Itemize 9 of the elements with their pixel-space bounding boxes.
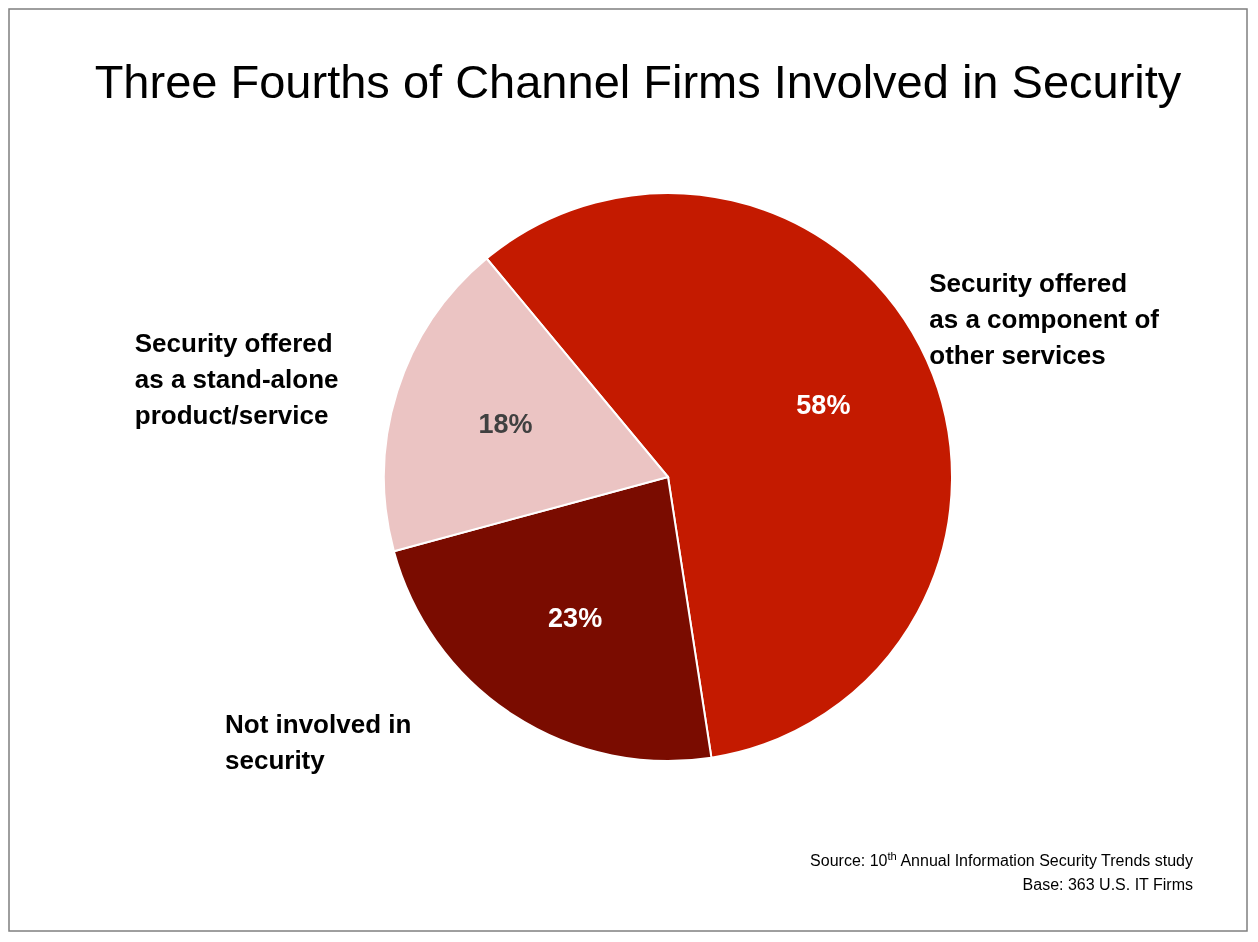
slice-label: Not involved in security (225, 708, 412, 775)
data-label: 18% (478, 408, 533, 439)
slice-label: Security offered as a stand-alone product/service (134, 327, 339, 430)
text: Base: 363 U.S. IT Firms (1022, 876, 1193, 893)
data-label: 23% (548, 602, 603, 633)
chart-title: Three Fourths of Channel Firms Involved in Security (94, 55, 1182, 108)
source-note: Source: 10$^{th}$ Annual Information Security Trends study (810, 850, 1193, 869)
slice-label: Security offered as a component of other services (929, 267, 1160, 370)
data-label: 58% (796, 390, 851, 421)
